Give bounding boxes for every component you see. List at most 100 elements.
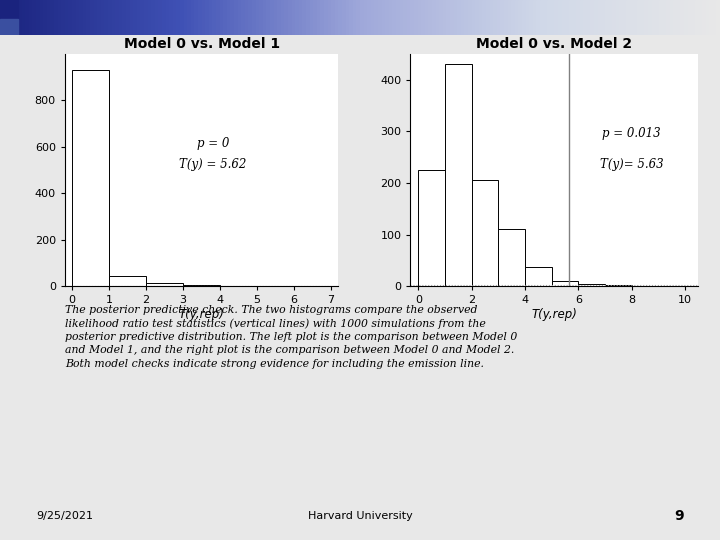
Text: T(y) = 5.62: T(y) = 5.62 — [179, 158, 246, 171]
Bar — [389, 0, 392, 35]
Title: Model 0 vs. Model 1: Model 0 vs. Model 1 — [124, 37, 279, 51]
Bar — [162, 0, 166, 35]
Bar — [109, 276, 146, 286]
Bar — [601, 0, 605, 35]
Bar — [547, 0, 551, 35]
Bar — [443, 0, 446, 35]
Bar — [86, 0, 90, 35]
Bar — [72, 0, 76, 35]
Bar — [205, 0, 209, 35]
Bar — [155, 0, 158, 35]
X-axis label: T(y,rep): T(y,rep) — [531, 308, 577, 321]
Bar — [202, 0, 205, 35]
Bar — [637, 0, 641, 35]
Bar — [493, 0, 497, 35]
Bar — [396, 0, 400, 35]
Bar — [22, 0, 25, 35]
Bar — [216, 0, 220, 35]
Bar — [349, 0, 353, 35]
Bar — [76, 0, 79, 35]
Bar — [410, 0, 414, 35]
Bar — [353, 0, 356, 35]
Bar — [486, 0, 490, 35]
Bar — [500, 0, 504, 35]
Bar — [227, 0, 230, 35]
Bar — [580, 0, 583, 35]
Title: Model 0 vs. Model 2: Model 0 vs. Model 2 — [477, 37, 632, 51]
Bar — [223, 0, 227, 35]
Bar — [18, 0, 22, 35]
Bar — [385, 0, 389, 35]
Bar — [299, 0, 302, 35]
Bar — [605, 285, 631, 286]
Bar — [558, 0, 562, 35]
Bar — [706, 0, 709, 35]
Bar — [342, 0, 346, 35]
Bar — [184, 0, 187, 35]
Bar — [578, 284, 605, 286]
Bar — [72, 70, 109, 286]
Bar — [83, 0, 86, 35]
Bar — [324, 0, 328, 35]
Bar — [43, 0, 47, 35]
Bar — [241, 0, 245, 35]
Bar — [673, 0, 677, 35]
Bar — [382, 0, 385, 35]
Bar — [230, 0, 234, 35]
Bar — [302, 0, 306, 35]
Bar — [209, 0, 212, 35]
Bar — [457, 0, 461, 35]
Bar — [130, 0, 133, 35]
Bar — [169, 0, 173, 35]
Bar — [97, 0, 101, 35]
Bar — [29, 0, 32, 35]
Bar — [583, 0, 587, 35]
Bar — [569, 0, 572, 35]
Bar — [446, 0, 450, 35]
Bar — [148, 0, 151, 35]
Bar — [151, 0, 155, 35]
Bar — [173, 0, 176, 35]
Bar — [439, 0, 443, 35]
Bar — [608, 0, 612, 35]
Bar — [641, 0, 644, 35]
Bar — [310, 0, 313, 35]
Bar — [400, 0, 403, 35]
Bar — [691, 0, 695, 35]
Bar — [284, 0, 288, 35]
Bar — [623, 0, 626, 35]
Bar — [634, 0, 637, 35]
Bar — [544, 0, 547, 35]
Bar — [320, 0, 324, 35]
Bar — [536, 0, 540, 35]
Bar — [552, 281, 578, 286]
Bar — [90, 0, 94, 35]
Bar — [140, 0, 144, 35]
Bar — [594, 0, 598, 35]
Bar — [688, 0, 691, 35]
Bar — [234, 0, 238, 35]
Bar — [364, 0, 367, 35]
Bar — [612, 0, 616, 35]
Bar — [146, 283, 183, 286]
Bar — [572, 0, 576, 35]
Bar — [407, 0, 410, 35]
Bar — [4, 0, 7, 35]
Bar — [281, 0, 284, 35]
Bar — [630, 0, 634, 35]
Bar — [464, 0, 468, 35]
Bar — [644, 0, 648, 35]
Bar — [454, 0, 457, 35]
Bar — [112, 0, 115, 35]
Bar — [238, 0, 241, 35]
Bar — [68, 0, 72, 35]
Bar — [7, 0, 11, 35]
Bar — [367, 0, 371, 35]
Bar — [295, 0, 299, 35]
Bar — [677, 0, 680, 35]
Bar — [263, 0, 266, 35]
Bar — [335, 0, 338, 35]
Bar — [461, 0, 464, 35]
Bar — [331, 0, 335, 35]
Bar — [122, 0, 126, 35]
